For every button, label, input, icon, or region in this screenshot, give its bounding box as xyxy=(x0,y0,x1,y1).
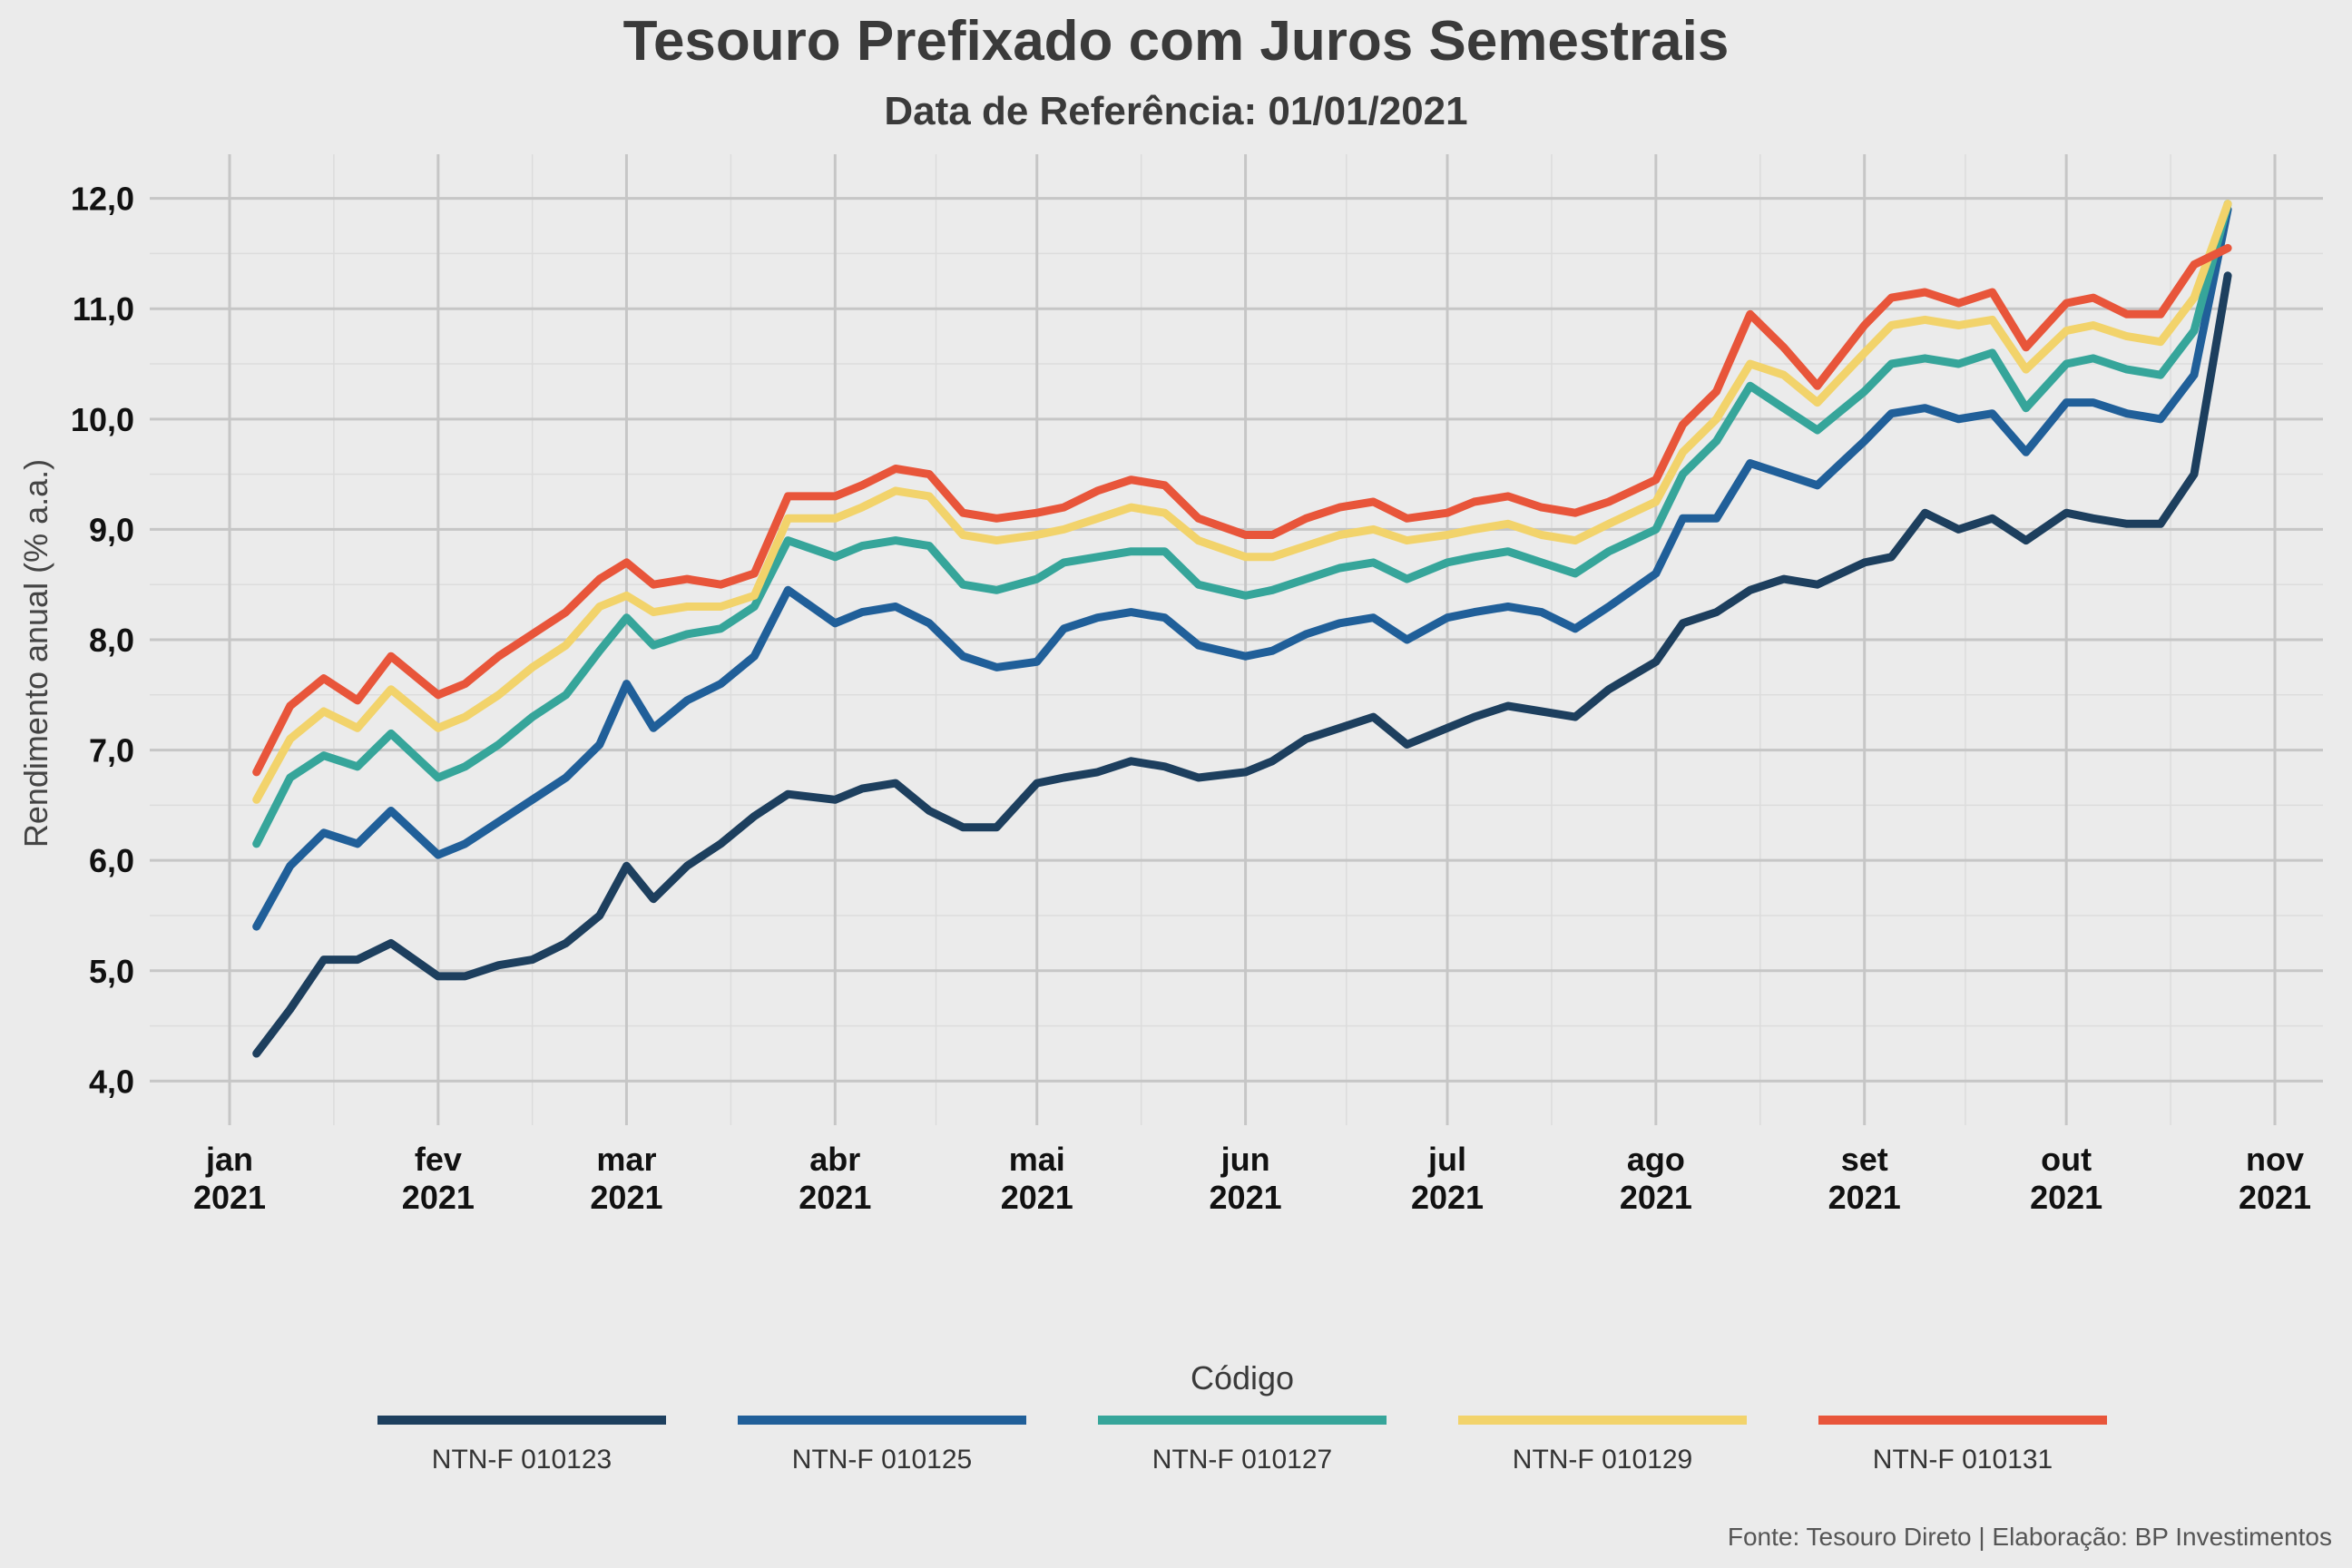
source-caption: Fonte: Tesouro Direto | Elaboração: BP I… xyxy=(1727,1523,2332,1551)
x-tick-month: out xyxy=(2041,1141,2092,1178)
series-line-ntn-f-010131 xyxy=(252,243,2232,777)
x-tick-year: 2021 xyxy=(402,1179,475,1216)
x-tick-month: jul xyxy=(1427,1141,1466,1178)
x-tick-year: 2021 xyxy=(1210,1179,1282,1216)
x-tick-year: 2021 xyxy=(2239,1179,2311,1216)
chart-title: Tesouro Prefixado com Juros Semestrais xyxy=(622,10,1730,73)
legend-swatch xyxy=(377,1416,666,1425)
y-tick-label: 7,0 xyxy=(89,732,134,769)
x-tick-month: mar xyxy=(596,1141,656,1178)
chart-subtitle: Data de Referência: 01/01/2021 xyxy=(884,89,1468,133)
x-tick-year: 2021 xyxy=(799,1179,871,1216)
x-tick-month: set xyxy=(1841,1141,1888,1178)
legend-label: NTN-F 010125 xyxy=(791,1445,973,1475)
x-tick-year: 2021 xyxy=(1001,1179,1073,1216)
series-line-ntn-f-010125 xyxy=(252,205,2232,931)
legend-item: NTN-F 010123 xyxy=(377,1416,666,1475)
x-tick-month: jan xyxy=(205,1141,253,1178)
y-tick-label: 6,0 xyxy=(89,842,134,879)
legend-swatch xyxy=(738,1416,1026,1425)
y-tick-label: 10,0 xyxy=(71,401,134,438)
x-tick-month: fev xyxy=(415,1141,462,1178)
legend-swatch xyxy=(1818,1416,2107,1425)
series-line-ntn-f-010129 xyxy=(252,200,2232,804)
legend-title: Código xyxy=(1190,1359,1295,1396)
y-tick-label: 4,0 xyxy=(89,1063,134,1100)
x-tick-month: abr xyxy=(809,1141,860,1178)
x-tick-month: mai xyxy=(1009,1141,1065,1178)
legend-label: NTN-F 010131 xyxy=(1872,1445,2053,1475)
legend-swatch xyxy=(1458,1416,1747,1425)
x-tick-month: jun xyxy=(1220,1141,1270,1178)
major-gridlines xyxy=(150,154,2323,1125)
series-line-ntn-f-010127 xyxy=(252,200,2232,848)
x-tick-year: 2021 xyxy=(193,1179,266,1216)
legend-label: NTN-F 010123 xyxy=(431,1445,612,1475)
x-tick-year: 2021 xyxy=(1411,1179,1484,1216)
legend-item: NTN-F 010129 xyxy=(1458,1416,1747,1475)
legend-label: NTN-F 010127 xyxy=(1152,1445,1333,1475)
y-tick-label: 12,0 xyxy=(71,181,134,218)
legend-swatch xyxy=(1098,1416,1387,1425)
series-line-ntn-f-010123 xyxy=(252,271,2232,1058)
y-tick-label: 11,0 xyxy=(73,290,134,328)
legend-item: NTN-F 010127 xyxy=(1098,1416,1387,1475)
legend-item: NTN-F 010131 xyxy=(1818,1416,2107,1475)
x-tick-year: 2021 xyxy=(1828,1179,1901,1216)
y-tick-label: 8,0 xyxy=(89,622,134,659)
x-axis-ticks: jan2021fev2021mar2021abr2021mai2021jun20… xyxy=(193,1141,2311,1216)
x-tick-year: 2021 xyxy=(2030,1179,2102,1216)
y-axis-ticks: 4,0 5,0 6,0 7,0 8,0 9,0 10,0 11,0 12,0 xyxy=(71,181,134,1101)
x-tick-month: ago xyxy=(1627,1141,1685,1178)
x-tick-year: 2021 xyxy=(1620,1179,1692,1216)
y-axis-title: Rendimento anual (% a.a.) xyxy=(17,458,54,848)
legend-item: NTN-F 010125 xyxy=(738,1416,1026,1475)
x-tick-year: 2021 xyxy=(590,1179,662,1216)
legend-label: NTN-F 010129 xyxy=(1512,1445,1693,1475)
x-tick-month: nov xyxy=(2246,1141,2304,1178)
y-tick-label: 5,0 xyxy=(89,953,134,990)
y-tick-label: 9,0 xyxy=(89,511,134,548)
series-lines xyxy=(252,200,2232,1058)
